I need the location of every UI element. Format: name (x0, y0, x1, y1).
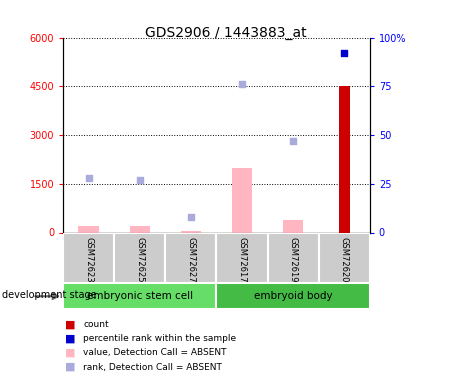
Text: ■: ■ (65, 320, 76, 329)
Text: embryoid body: embryoid body (254, 291, 332, 301)
Text: ■: ■ (65, 334, 76, 344)
Text: GDS2906 / 1443883_at: GDS2906 / 1443883_at (145, 26, 306, 40)
Bar (216, 232, 267, 283)
Point (239, 81, 246, 87)
Bar (181, 231, 201, 232)
Bar (216, 283, 370, 309)
Bar (319, 232, 370, 283)
Bar (283, 219, 304, 232)
Text: embryonic stem cell: embryonic stem cell (87, 291, 193, 301)
Bar (114, 232, 166, 283)
Point (187, 214, 194, 220)
Text: GSM72623: GSM72623 (84, 237, 93, 282)
Bar (63, 283, 216, 309)
Text: percentile rank within the sample: percentile rank within the sample (83, 334, 237, 343)
Text: GSM72620: GSM72620 (340, 237, 349, 282)
Text: GSM72625: GSM72625 (135, 237, 144, 282)
Text: GSM72617: GSM72617 (238, 237, 247, 282)
Bar (232, 168, 252, 232)
Text: count: count (83, 320, 109, 329)
Text: GSM72627: GSM72627 (186, 237, 195, 282)
Point (136, 177, 143, 183)
Bar (78, 226, 99, 232)
Text: ■: ■ (65, 362, 76, 372)
Text: ■: ■ (65, 348, 76, 358)
Point (85, 175, 92, 181)
Text: value, Detection Call = ABSENT: value, Detection Call = ABSENT (83, 348, 227, 357)
Point (341, 50, 348, 56)
Bar (63, 232, 114, 283)
Bar (166, 232, 216, 283)
Point (290, 138, 297, 144)
Bar (129, 226, 150, 232)
Bar (339, 86, 350, 232)
Text: development stage: development stage (2, 291, 97, 300)
Text: GSM72619: GSM72619 (289, 237, 298, 282)
Text: rank, Detection Call = ABSENT: rank, Detection Call = ABSENT (83, 363, 222, 372)
Bar (267, 232, 319, 283)
